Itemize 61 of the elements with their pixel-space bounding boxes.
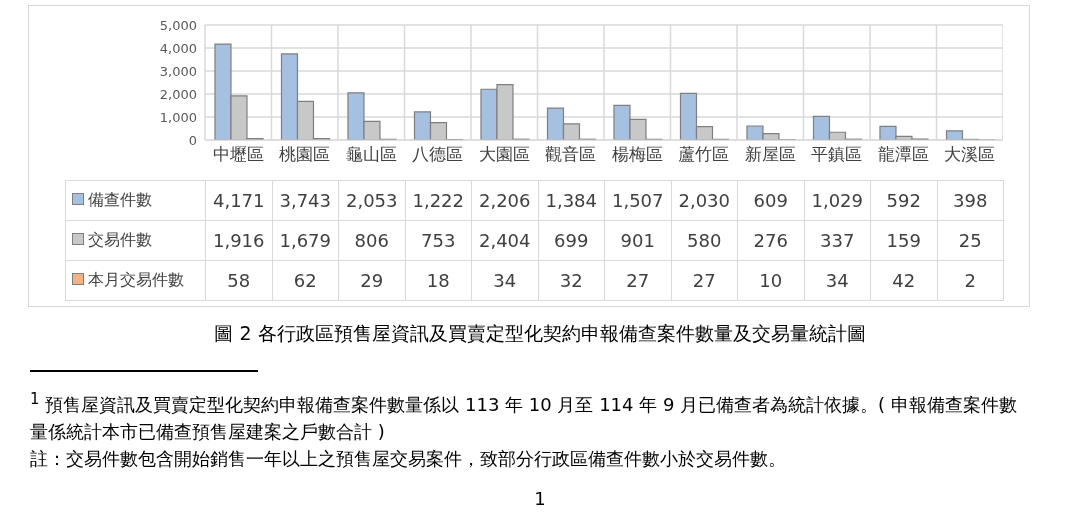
- data-label: 806: [338, 220, 405, 261]
- data-label: 10: [737, 260, 804, 301]
- data-label: 609: [737, 180, 804, 221]
- text: 圖 2 各行政區預售屋資訊及買賣定型化契約申報備查案件數量及交易量統計圖: [213, 321, 867, 346]
- data-label: 2,206: [471, 180, 538, 221]
- data-label: 2,404: [471, 220, 538, 261]
- x-tick-label: 楊梅區: [611, 144, 663, 165]
- data-label: 34: [804, 260, 871, 301]
- x-tick-label: 龍潭區: [877, 144, 929, 165]
- data-label: 276: [737, 220, 804, 261]
- x-tick-label: 大溪區: [944, 144, 996, 165]
- data-label: 27: [604, 260, 671, 301]
- data-label: 159: [870, 220, 937, 261]
- data-label: 27: [671, 260, 738, 301]
- data-label: 42: [870, 260, 937, 301]
- x-tick-label: 觀音區: [545, 144, 597, 165]
- data-label: 1,507: [604, 180, 671, 221]
- data-label: 4,171: [205, 180, 272, 221]
- x-tick-label: 八德區: [412, 144, 464, 165]
- data-label: 2,053: [338, 180, 405, 221]
- x-tick-label: 龜山區: [345, 144, 397, 165]
- data-label: 62: [272, 260, 339, 301]
- data-label: 3,743: [272, 180, 339, 221]
- data-label: 1,029: [804, 180, 871, 221]
- text: $^{1}$ 預售屋資訊及買賣定型化契約申報備查案件數量係以 113 年 10 月至 114 年 9 月已備查者為統計依據。( 申報備查案件數量係統計本市已備查預售屋建案之戶數合計 ): [30, 389, 1018, 444]
- x-tick-label: 新屋區: [744, 144, 796, 165]
- x-tick-label: 蘆竹區: [678, 144, 730, 165]
- data-label: 32: [538, 260, 605, 301]
- data-label: 1,222: [405, 180, 472, 221]
- data-label: 34: [471, 260, 538, 301]
- data-label: 1,679: [272, 220, 339, 261]
- data-label: 753: [405, 220, 472, 261]
- x-tick-label: 平鎮區: [811, 144, 863, 165]
- data-label: 580: [671, 220, 738, 261]
- y-tick-label: 2,000: [159, 86, 197, 102]
- data-label: 1,916: [205, 220, 272, 261]
- y-tick-label: 1,000: [159, 109, 197, 125]
- data-label: 1,384: [538, 180, 605, 221]
- data-label: 2: [937, 260, 1004, 301]
- y-tick-label: 3,000: [159, 63, 197, 79]
- y-tick-label: 0: [188, 132, 197, 148]
- x-tick-label: 桃園區: [279, 144, 331, 165]
- data-label: 25: [937, 220, 1004, 261]
- x-tick-label: 大園區: [478, 144, 530, 165]
- data-label: 699: [538, 220, 605, 261]
- data-label: 592: [870, 180, 937, 221]
- data-label: 337: [804, 220, 871, 261]
- y-tick-label: 4,000: [159, 40, 197, 56]
- y-tick-label: 5,000: [159, 17, 197, 33]
- text: 註：交易件數包含開始銷售一年以上之預售屋交易案件，致部分行政區備查件數小於交易件數。: [30, 447, 787, 471]
- data-label: 29: [338, 260, 405, 301]
- legend-label: 本月交易件數: [65, 260, 206, 301]
- x-tick-label: 中壢區: [212, 144, 264, 165]
- data-label: 18: [405, 260, 472, 301]
- data-label: 901: [604, 220, 671, 261]
- legend-label: 交易件數: [65, 220, 206, 261]
- text: 1: [533, 488, 547, 509]
- data-label: 398: [937, 180, 1004, 221]
- data-label: 58: [205, 260, 272, 301]
- legend-label: 備查件數: [65, 180, 206, 221]
- data-label: 2,030: [671, 180, 738, 221]
